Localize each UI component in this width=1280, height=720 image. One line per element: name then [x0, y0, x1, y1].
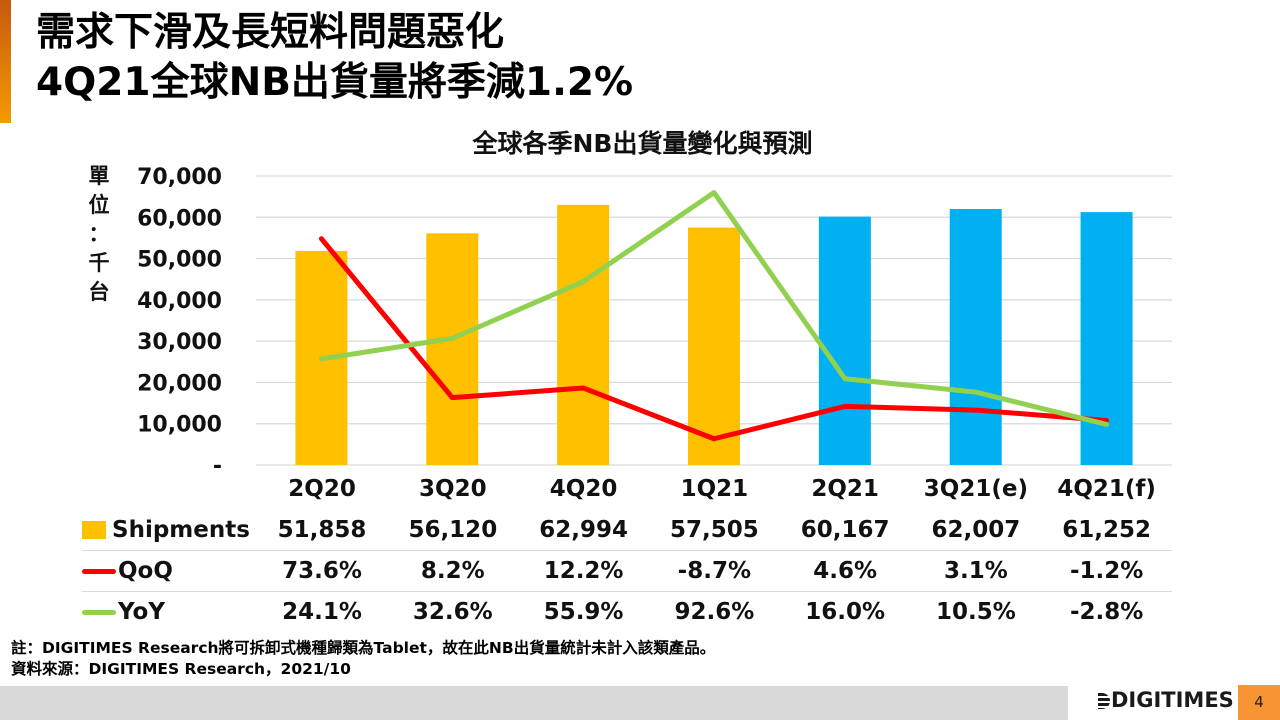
- chart-data-table: 2Q20 3Q20 4Q20 1Q21 2Q21 3Q21(e) 4Q21(f)…: [82, 468, 1172, 632]
- footnote: 註：DIGITIMES Research將可拆卸式機種歸類為Tablet，故在此…: [11, 638, 715, 680]
- shipments-bar: [949, 208, 1002, 465]
- shipments-bars: [295, 204, 1133, 465]
- combo-chart: - 10,000 20,000 30,000 40,000 50,000 60,000 70,…: [137, 165, 1172, 470]
- table-cell: 73.6%: [282, 558, 362, 584]
- y-tick-label: 40,000: [137, 289, 222, 314]
- shipments-bar: [818, 216, 871, 465]
- table-cell: 62,994: [539, 517, 628, 543]
- headline-line-1: 需求下滑及長短料問題惡化: [36, 10, 505, 55]
- unit-char: ：: [88, 222, 110, 246]
- shipments-bar: [1080, 212, 1133, 465]
- page-number: 4: [1238, 685, 1280, 720]
- table-cell: 16.0%: [805, 599, 886, 625]
- table-cell: -8.7%: [677, 558, 752, 584]
- footer-bar: [0, 686, 1068, 720]
- chart-title: 全球各季NB出貨量變化與預測: [472, 129, 813, 158]
- category-label: 3Q21(e): [923, 476, 1028, 502]
- shipments-bar: [426, 233, 479, 465]
- footnote-source: 資料來源：DIGITIMES Research，2021/10: [11, 660, 351, 678]
- table-header-row: 2Q20 3Q20 4Q20 1Q21 2Q21 3Q21(e) 4Q21(f): [82, 468, 1172, 510]
- y-tick-label: 60,000: [137, 206, 222, 231]
- table-cell: 57,505: [669, 517, 759, 543]
- table-cell: -1.2%: [1069, 558, 1144, 584]
- headline-line-2: 4Q21全球NB出貨量將季減1.2%: [36, 60, 634, 105]
- table-cell: 8.2%: [420, 558, 485, 584]
- slide-headline: 需求下滑及長短料問題惡化 4Q21全球NB出貨量將季減1.2%: [36, 8, 633, 108]
- table-row-yoy: YoY 24.1% 32.6% 55.9% 92.6% 16.0% 10.5% …: [82, 591, 1172, 632]
- accent-bar: [0, 0, 11, 123]
- y-tick-label: 10,000: [137, 413, 222, 438]
- table-cell: 92.6%: [674, 599, 755, 625]
- series-label: QoQ: [118, 558, 173, 584]
- table-cell: 61,252: [1062, 517, 1152, 543]
- table-cell: 51,858: [277, 517, 367, 543]
- table-cell: -2.8%: [1069, 599, 1144, 625]
- table-cell: 32.6%: [412, 599, 493, 625]
- category-label: 4Q20: [549, 476, 618, 502]
- table-row-qoq: QoQ 73.6% 8.2% 12.2% -8.7% 4.6% 3.1% -1.…: [82, 550, 1172, 591]
- y-tick-label: 30,000: [137, 330, 222, 355]
- table-row-shipments: Shipments 51,858 56,120 62,994 57,505 60…: [82, 510, 1172, 550]
- y-tick-label: 20,000: [137, 371, 222, 396]
- table-cell: 62,007: [931, 517, 1021, 543]
- shipments-legend-swatch: [82, 521, 106, 539]
- series-label: Shipments: [112, 517, 250, 543]
- category-label: 1Q21: [680, 476, 749, 502]
- y-tick-label: -: [213, 454, 222, 470]
- shipments-bar: [557, 204, 610, 465]
- growth-lines: [318, 190, 1110, 442]
- unit-char: 千: [88, 251, 110, 275]
- logo-text: DIGITIMES: [1111, 688, 1234, 712]
- table-cell: 56,120: [408, 517, 498, 543]
- shipments-bar: [688, 227, 740, 465]
- logo-stripe-icon: [1098, 693, 1110, 709]
- y-axis-unit-label: 單 位 ： 千 台: [84, 162, 114, 307]
- y-tick-label: 70,000: [137, 165, 222, 190]
- table-cell: 10.5%: [935, 599, 1016, 625]
- table-cell: 12.2%: [543, 558, 624, 584]
- table-cell: 24.1%: [282, 599, 362, 625]
- category-label: 4Q21(f): [1057, 476, 1156, 502]
- digitimes-logo: DIGITIMES: [1098, 688, 1234, 712]
- unit-char: 單: [88, 164, 110, 188]
- y-tick-label: 50,000: [137, 248, 222, 273]
- qoq-legend-line: [82, 568, 116, 574]
- category-label: 2Q20: [288, 476, 356, 502]
- category-label: 3Q20: [419, 476, 487, 502]
- series-label: YoY: [118, 599, 165, 625]
- table-cell: 55.9%: [543, 599, 624, 625]
- unit-char: 台: [88, 280, 110, 304]
- table-cell: 3.1%: [943, 558, 1008, 584]
- category-label: 2Q21: [811, 476, 879, 502]
- y-axis-ticks: - 10,000 20,000 30,000 40,000 50,000 60,000 70,…: [137, 165, 222, 470]
- footnote-note: 註：DIGITIMES Research將可拆卸式機種歸類為Tablet，故在此…: [11, 639, 716, 657]
- table-cell: 60,167: [800, 517, 890, 543]
- unit-char: 位: [88, 193, 110, 217]
- table-cell: 4.6%: [813, 558, 878, 584]
- yoy-legend-line: [82, 609, 116, 615]
